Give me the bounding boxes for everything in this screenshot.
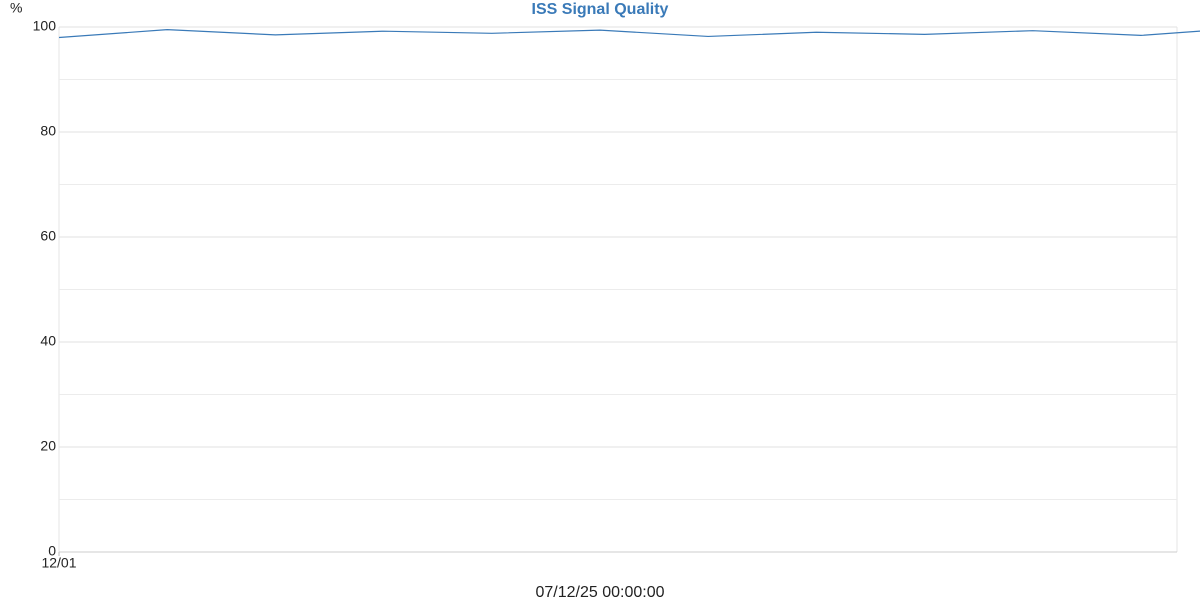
y-tick-label: 80 bbox=[40, 123, 56, 139]
y-axis-label: % bbox=[10, 0, 22, 16]
y-tick-label: 40 bbox=[40, 333, 56, 349]
y-tick-label: 20 bbox=[40, 438, 56, 454]
chart-title: ISS Signal Quality bbox=[532, 1, 669, 18]
y-tick-label: 0 bbox=[48, 543, 56, 559]
x-axis-label: 07/12/25 00:00:00 bbox=[535, 584, 664, 600]
y-tick-label: 60 bbox=[40, 228, 56, 244]
y-tick-label: 100 bbox=[33, 18, 57, 34]
x-tick-label: 12/01 bbox=[41, 555, 76, 571]
series-line bbox=[58, 29, 1200, 39]
